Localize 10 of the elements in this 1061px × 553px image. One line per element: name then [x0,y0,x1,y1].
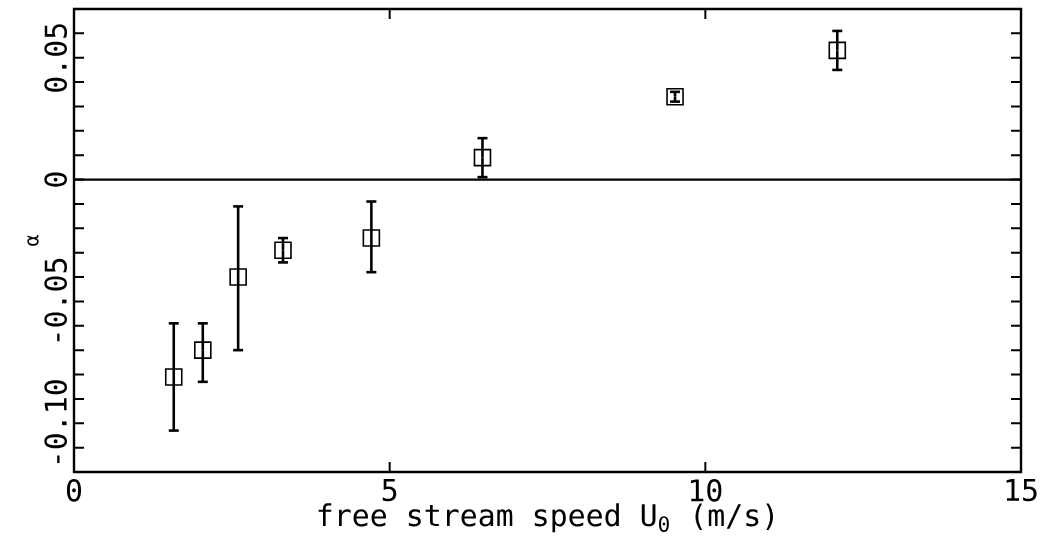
y-axis-title: α [27,235,39,246]
y-tick-label: -0.10 [44,380,67,464]
text: free stream speed U$_{0}$ (m/s) [318,503,774,533]
y-tick-label: 0 [44,172,67,187]
x-tick-label: 15 [1006,479,1037,502]
x-tick-label: 0 [66,479,82,502]
x-tick-label: 10 [690,479,722,502]
y-tick-label: -0.05 [44,258,67,342]
x-tick-label: 5 [382,479,397,502]
y-tick-label: 0.05 [44,24,67,92]
